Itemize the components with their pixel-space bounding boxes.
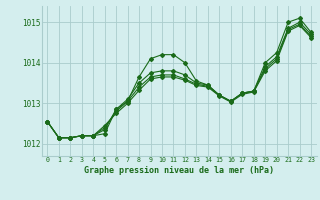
X-axis label: Graphe pression niveau de la mer (hPa): Graphe pression niveau de la mer (hPa) (84, 166, 274, 175)
